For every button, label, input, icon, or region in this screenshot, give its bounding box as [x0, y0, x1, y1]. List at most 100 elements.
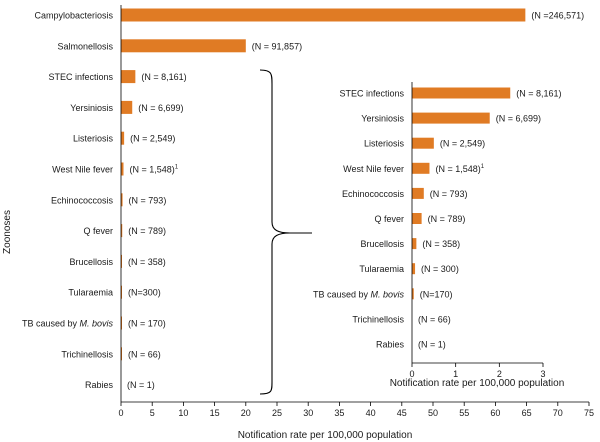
- main-x-tick-label: 70: [553, 408, 563, 418]
- main-x-tick-label: 55: [459, 408, 469, 418]
- main-category-label: Brucellosis: [69, 257, 113, 267]
- main-bar: [121, 316, 122, 330]
- inset-n-labels: (N = 8,161) (N = 6,699) (N = 2,549) (N = 1,…: [418, 89, 562, 350]
- main-x-tick-label: 30: [303, 408, 313, 418]
- main-category-label: Trichinellosis: [61, 349, 113, 359]
- main-x-tick-label: 60: [490, 408, 500, 418]
- inset-category-label: Q fever: [374, 214, 404, 224]
- main-n-label: (N = 91,857): [252, 41, 302, 51]
- main-x-tick-label: 65: [522, 408, 532, 418]
- main-bar: [121, 70, 136, 84]
- inset-x-axis-title: Notification rate per 100,000 population: [390, 378, 565, 389]
- inset-category-label: West Nile fever: [343, 164, 404, 174]
- inset-bars: [412, 87, 511, 300]
- main-category-label: Rabies: [85, 380, 114, 390]
- inset-bar: [412, 288, 414, 300]
- main-x-tick-label: 50: [428, 408, 438, 418]
- main-n-label: (N = 793): [129, 195, 167, 205]
- inset-category-label: Trichinellosis: [352, 314, 404, 324]
- inset-n-label: (N = 66): [418, 314, 451, 324]
- inset-n-label: (N=170): [420, 289, 453, 299]
- inset-n-label: (N = 789): [428, 214, 466, 224]
- main-bar: [121, 8, 526, 22]
- inset-n-label: (N = 793): [430, 189, 468, 199]
- main-category-label: TB caused by M. bovis: [22, 319, 114, 329]
- group-brace: [259, 69, 312, 395]
- main-category-label: Tularaemia: [68, 288, 113, 298]
- main-category-labels: Campylobacteriosis Salmonellosis STEC infe…: [22, 11, 114, 391]
- main-x-tick-label: 45: [397, 408, 407, 418]
- inset-bar: [412, 263, 416, 275]
- main-x-tick-label: 25: [272, 408, 282, 418]
- inset-chart: STEC infections Yersiniosis Listeriosis Wes…: [313, 82, 564, 389]
- main-n-label: (N = 170): [128, 319, 166, 329]
- main-n-label: (N = 8,161): [141, 72, 186, 82]
- inset-n-label: (N = 6,699): [496, 114, 541, 124]
- inset-n-label: (N = 1,548)1: [435, 164, 484, 174]
- main-bars: [121, 8, 526, 361]
- inset-x-tick-label: 1: [453, 369, 458, 379]
- inset-bar: [412, 187, 424, 199]
- inset-x-tick-label: 3: [540, 369, 545, 379]
- main-category-label: Salmonellosis: [57, 41, 113, 51]
- inset-n-label: (N = 358): [422, 239, 460, 249]
- main-category-label: Echinococcosis: [51, 195, 114, 205]
- inset-n-label: (N = 300): [421, 264, 459, 274]
- main-n-label: (N =246,571): [531, 11, 584, 21]
- inset-bar: [412, 213, 422, 224]
- main-bar: [121, 285, 122, 299]
- inset-bar: [412, 87, 511, 99]
- main-bar: [121, 347, 122, 361]
- main-n-label: (N = 6,699): [138, 103, 183, 113]
- inset-category-label: Listeriosis: [364, 139, 405, 149]
- main-category-label: Q fever: [83, 226, 113, 236]
- inset-n-label: (N = 2,549): [440, 139, 485, 149]
- inset-n-label: (N = 1): [418, 340, 446, 350]
- main-bar: [121, 39, 246, 53]
- main-n-labels: (N =246,571)(N = 91,857)(N = 8,161)(N = …: [127, 11, 584, 391]
- inset-category-label: Tularaemia: [359, 264, 404, 274]
- main-n-label: (N = 2,549): [130, 134, 175, 144]
- inset-bar: [412, 162, 430, 174]
- inset-x-tick-label: 0: [409, 369, 414, 379]
- inset-category-labels: STEC infections Yersiniosis Listeriosis Wes…: [313, 89, 405, 350]
- inset-category-label: Rabies: [376, 340, 405, 350]
- inset-category-label: Brucellosis: [360, 239, 404, 249]
- main-category-label: STEC infections: [48, 72, 113, 82]
- main-bar: [121, 162, 124, 176]
- main-x-tick-label: 40: [366, 408, 376, 418]
- main-x-tick-label: 5: [150, 408, 155, 418]
- main-category-label: Listeriosis: [73, 134, 114, 144]
- main-category-label: Campylobacteriosis: [34, 11, 113, 21]
- main-x-tick-label: 35: [334, 408, 344, 418]
- main-n-label: (N = 66): [128, 349, 161, 359]
- main-x-axis: 0 5 10 15 20 25 30 35 40 45 50 55 60 65 70 75: [118, 5, 594, 418]
- main-x-tick-label: 15: [210, 408, 220, 418]
- main-x-axis-title: Notification rate per 100,000 population: [238, 430, 413, 441]
- main-x-tick-label: 75: [584, 408, 594, 418]
- main-bar: [121, 100, 133, 114]
- main-category-label: Yersiniosis: [70, 103, 113, 113]
- main-n-label: (N = 358): [128, 257, 166, 267]
- main-n-label: (N=300): [128, 288, 161, 298]
- inset-n-label: (N = 8,161): [516, 89, 561, 99]
- main-chart: Campylobacteriosis Salmonellosis STEC infe…: [2, 5, 594, 441]
- main-n-label: (N = 1,548)1: [129, 165, 178, 175]
- main-x-tick-label: 20: [241, 408, 251, 418]
- inset-category-label: Echinococcosis: [342, 189, 405, 199]
- main-x-tick-label: 10: [178, 408, 188, 418]
- inset-bar: [412, 238, 417, 250]
- inset-category-label: STEC infections: [339, 89, 404, 99]
- main-bar: [121, 193, 123, 207]
- inset-x-tick-label: 2: [497, 369, 502, 379]
- main-n-label: (N = 1): [127, 380, 155, 390]
- main-x-tick-label: 0: [118, 408, 123, 418]
- inset-bar: [412, 137, 434, 149]
- inset-x-axis: 0 1 2 3: [409, 82, 546, 379]
- main-n-label: (N = 789): [128, 226, 166, 236]
- inset-bar: [412, 112, 490, 124]
- inset-category-label: TB caused by M. bovis: [313, 289, 405, 299]
- main-bar: [121, 254, 122, 268]
- main-bar: [121, 131, 125, 145]
